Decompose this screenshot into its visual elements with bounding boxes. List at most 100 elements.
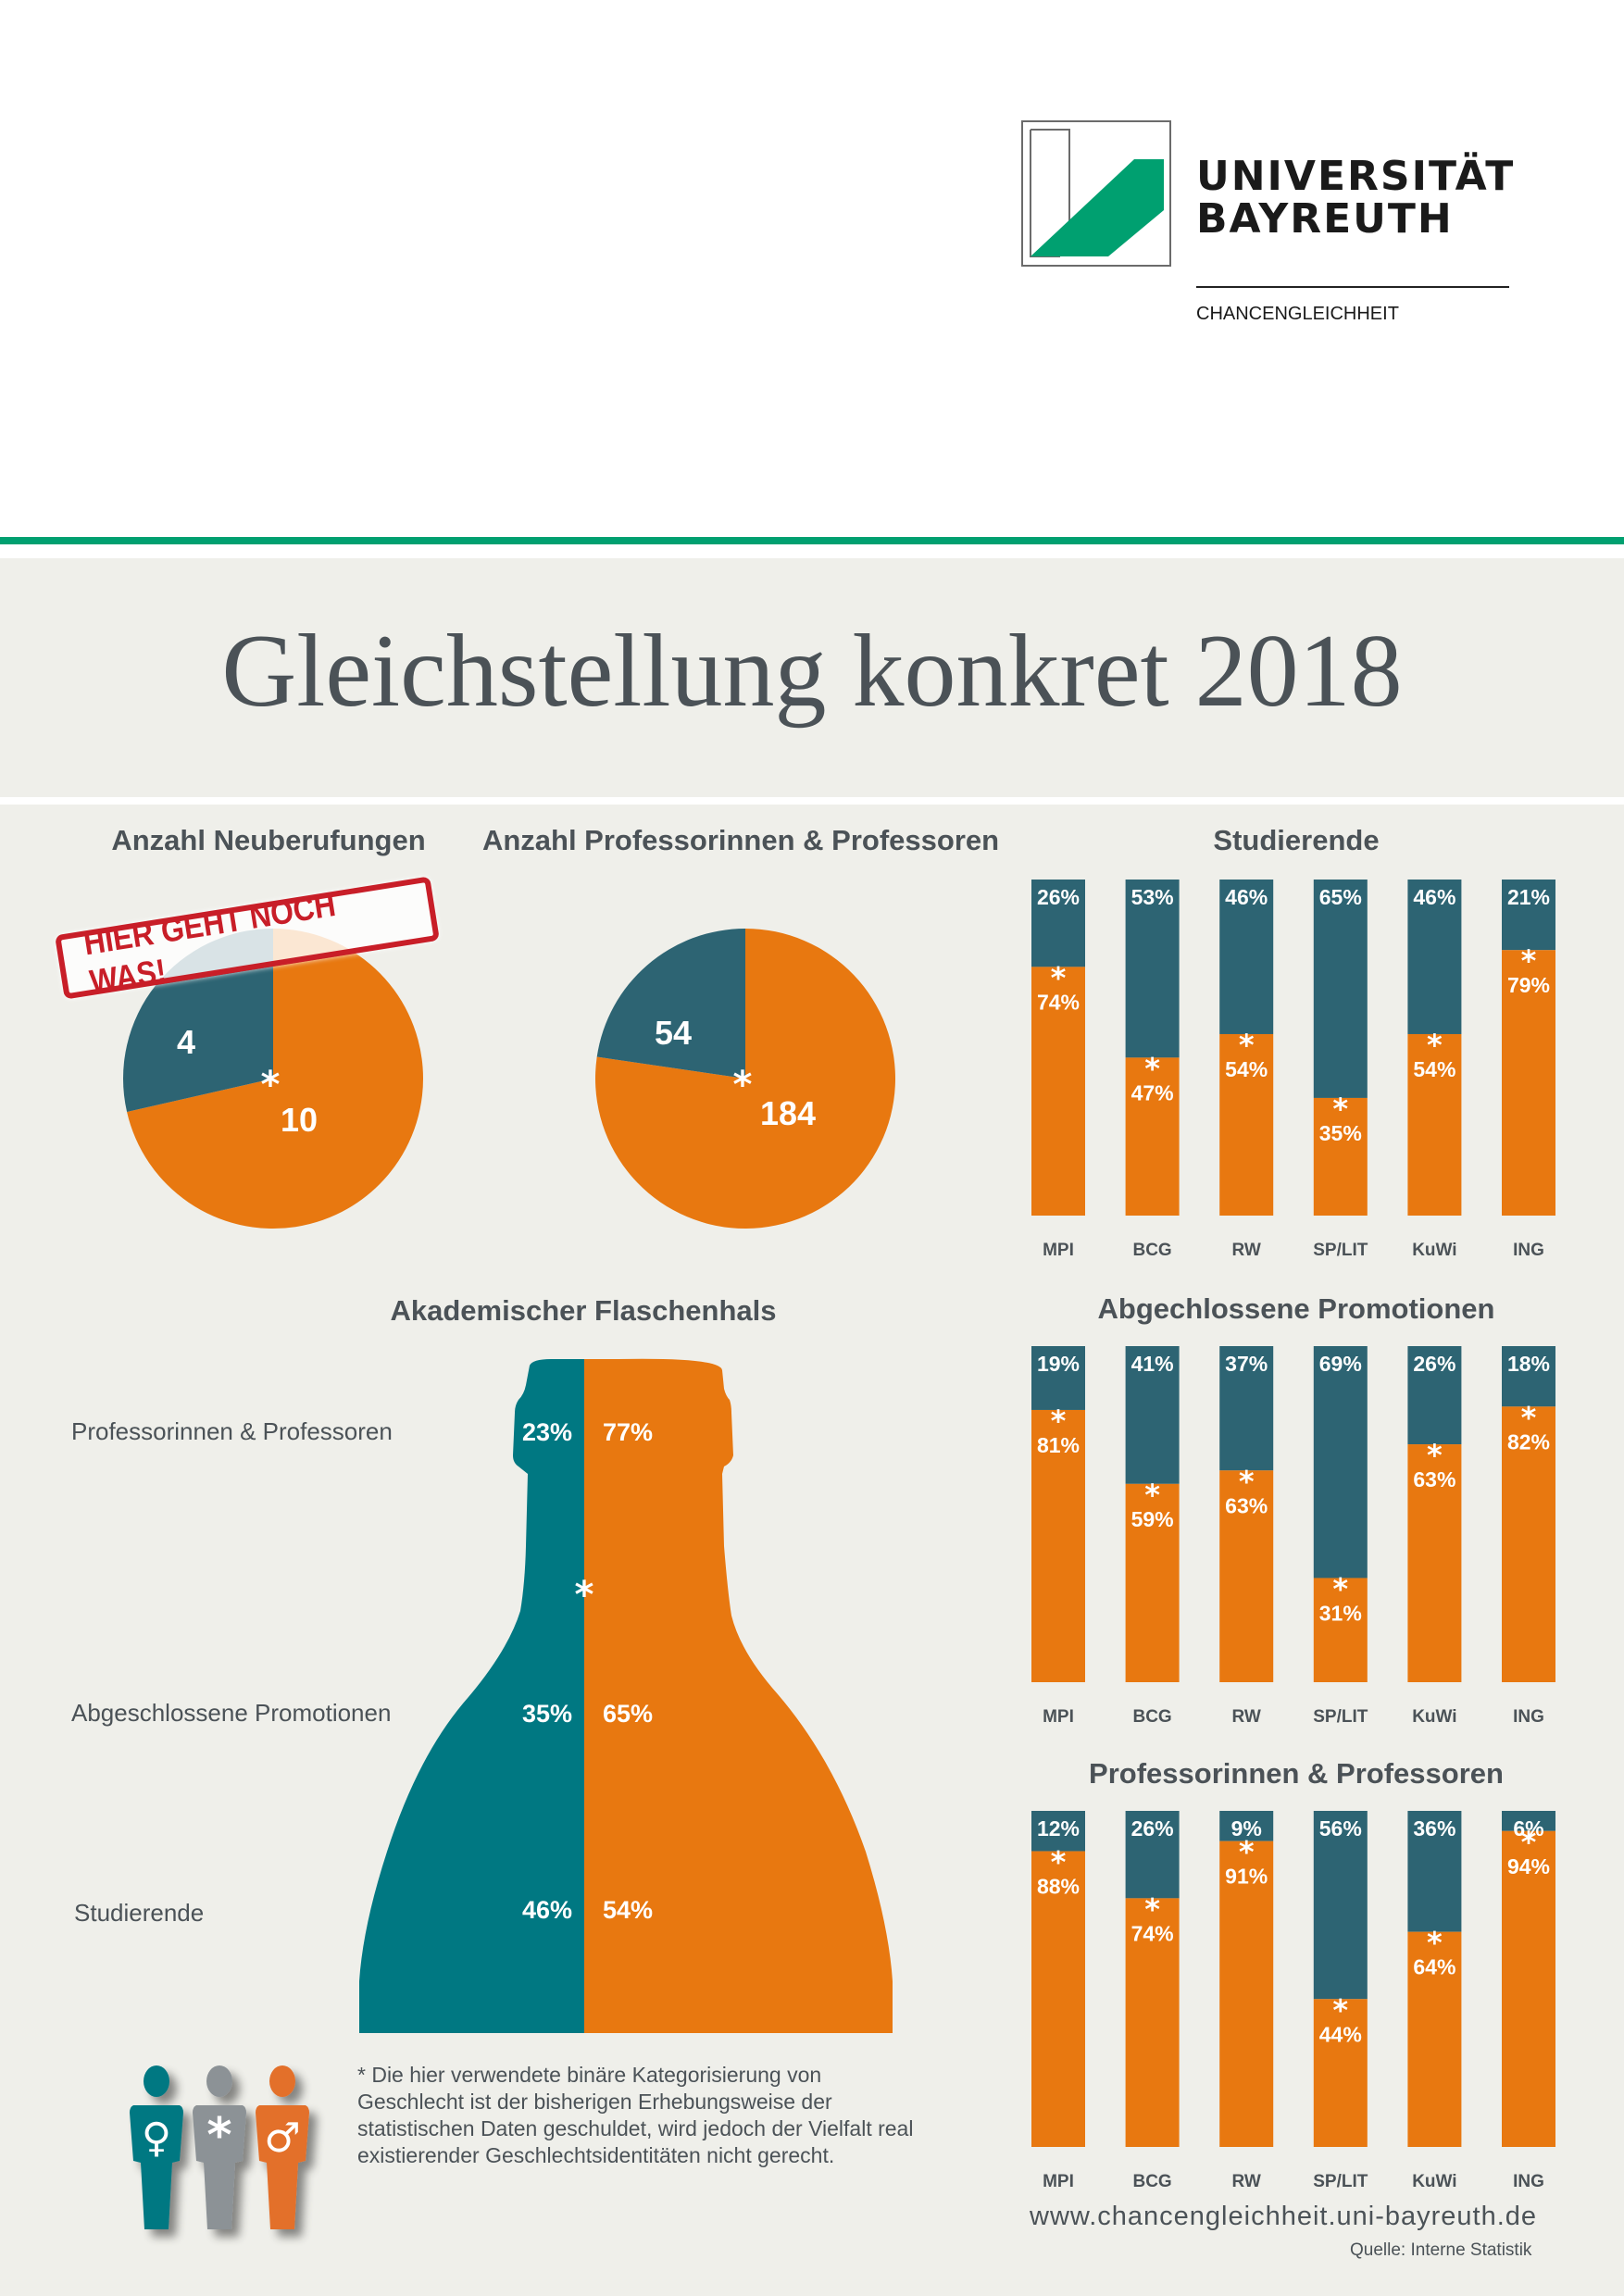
- chart-title-flaschenhals: Akademischer Flaschenhals: [390, 1294, 777, 1327]
- footnote: * Die hier verwendete binäre Kategorisie…: [357, 2063, 914, 2167]
- website-link[interactable]: www.chancengleichheit.uni-bayreuth.de: [1030, 2202, 1538, 2231]
- gender-symbol: *: [206, 2108, 231, 2164]
- bar-label-male: 64%: [1413, 1955, 1455, 1979]
- bar-segment-male: [1031, 1851, 1085, 2147]
- bottle-chart: 23% 77% 35% 65% 46% 54% *: [359, 1358, 893, 2033]
- bar-segment-male: [1219, 1841, 1274, 2147]
- male-person-icon: ♂: [256, 2065, 309, 2229]
- female-person-icon: ♀: [130, 2065, 183, 2229]
- bottle-row-label: Professorinnen & Professoren: [71, 1417, 393, 1445]
- bar-label-male: 59%: [1131, 1507, 1174, 1531]
- bar-label-male: 74%: [1131, 1921, 1174, 1945]
- bar-group: 46% *54% KuWi: [1407, 880, 1462, 1259]
- department-name: CHANCENGLEICHHEIT: [1196, 304, 1399, 324]
- bar-label-male: 79%: [1507, 973, 1550, 997]
- asterisk-marker: *: [1332, 1992, 1348, 2028]
- logo-green-band: [1031, 159, 1164, 256]
- bar-segment-male: [1031, 1409, 1085, 1682]
- bar-label-female: 26%: [1037, 885, 1080, 909]
- bar-segment-female: [1502, 880, 1555, 951]
- bar-category-label: ING: [1513, 2172, 1544, 2190]
- bar-category-label: ING: [1513, 1707, 1544, 1726]
- chart-title-studierende: Studierende: [1213, 824, 1380, 856]
- bar-segment-female: [1313, 1346, 1368, 1578]
- pie-slice-female: [122, 929, 273, 1113]
- bottle-label-male: 65%: [603, 1700, 653, 1728]
- asterisk-marker: *: [1521, 1825, 1537, 1860]
- bar-group: 19% *81% MPI: [1031, 1346, 1085, 1726]
- bar-label-female: 37%: [1225, 1352, 1268, 1376]
- bar-group: 56% *44% SP/LIT: [1313, 1811, 1368, 2190]
- asterisk-marker: *: [261, 1064, 281, 1106]
- bottle-label-female: 46%: [522, 1896, 572, 1924]
- bar-category-label: BCG: [1132, 1707, 1171, 1726]
- asterisk-marker: *: [1239, 1835, 1255, 1870]
- bar-group: 65% *35% SP/LIT: [1313, 880, 1368, 1259]
- university-name-line2: BAYREUTH: [1196, 195, 1454, 243]
- chart-title-professoren-faecher: Professorinnen & Professoren: [1089, 1757, 1504, 1790]
- bar-segment-male: [1502, 1406, 1555, 1682]
- bar-category-label: MPI: [1043, 2172, 1074, 2190]
- asterisk-marker: *: [733, 1064, 753, 1106]
- bar-label-female: 21%: [1507, 885, 1550, 909]
- gender-symbol: ♀: [142, 2115, 171, 2162]
- bar-category-label: KuWi: [1412, 1241, 1456, 1259]
- bar-segment-male: [1407, 1444, 1462, 1682]
- bar-label-female: 46%: [1413, 885, 1455, 909]
- bar-group: 37% *63% RW: [1219, 1346, 1274, 1726]
- bar-group: 12% *88% MPI: [1031, 1811, 1085, 2190]
- bar-category-label: RW: [1232, 1707, 1261, 1726]
- bar-segment-female: [1125, 880, 1180, 1058]
- bar-category-label: ING: [1513, 1241, 1544, 1259]
- bar-group: 26% *74% MPI: [1031, 880, 1085, 1259]
- bottle-label-male: 77%: [603, 1418, 653, 1446]
- bar-segment-female: [1313, 1811, 1368, 2000]
- bar-segment-male: [1313, 1578, 1368, 1682]
- bar-segment-female: [1031, 880, 1085, 967]
- bar-chart-studierende: 26%*74%MPI53%*47%BCG46%*54%RW65%*35%SP/L…: [1031, 880, 1555, 1259]
- bar-label-male: 31%: [1319, 1601, 1362, 1625]
- bar-label-male: 63%: [1413, 1467, 1455, 1491]
- bar-segment-male: [1125, 1057, 1180, 1216]
- bar-group: 6%*94% ING: [1502, 1811, 1555, 2190]
- bar-label-female: 56%: [1319, 1816, 1362, 1841]
- bar-group: 46% *54% RW: [1219, 880, 1274, 1259]
- asterisk-marker: *: [1144, 1891, 1160, 1927]
- bar-label-male: 54%: [1225, 1057, 1268, 1081]
- bar-segment-male: [1407, 1931, 1462, 2147]
- bar-category-label: MPI: [1043, 1707, 1074, 1726]
- bar-segment-female: [1313, 880, 1368, 1098]
- diverse-person-icon: *: [193, 2065, 246, 2229]
- logo-mark-icon: [1030, 129, 1164, 257]
- page-title: Gleichstellung konkret 2018: [221, 614, 1403, 729]
- bar-label-male: 82%: [1507, 1429, 1550, 1454]
- chart-title-neuberufungen: Anzahl Neuberufungen: [111, 824, 426, 856]
- pie-label-male: 184: [760, 1094, 816, 1132]
- bar-group: 26% *63% KuWi: [1407, 1346, 1462, 1726]
- chart-title-professuren: Anzahl Professorinnen & Professoren: [481, 824, 1000, 856]
- bar-chart-professoren-faecher: 12%*88%MPI26%*74%BCG9%*91%RW56%*44%SP/LI…: [1031, 1811, 1555, 2190]
- bar-group: 21% *79% ING: [1502, 880, 1555, 1259]
- asterisk-marker: *: [1332, 1571, 1348, 1606]
- bar-segment-male: [1125, 1898, 1180, 2147]
- bar-group: 26% *74% BCG: [1125, 1811, 1180, 2190]
- asterisk-marker: *: [1051, 960, 1067, 995]
- asterisk-marker: *: [1239, 1464, 1255, 1499]
- title-band: [0, 558, 1624, 797]
- asterisk-marker: *: [1521, 943, 1537, 979]
- asterisk-marker: *: [575, 1574, 594, 1616]
- bar-segment-male: [1219, 1033, 1274, 1216]
- pie-slice-female: [596, 929, 745, 1079]
- bar-group: 36% *64% KuWi: [1407, 1811, 1462, 2190]
- bar-segment-female: [1219, 1346, 1274, 1471]
- pie-slice-male: [127, 929, 423, 1229]
- bar-category-label: KuWi: [1412, 1707, 1456, 1726]
- bar-segment-female: [1031, 1346, 1085, 1410]
- bar-segment-male: [1125, 1483, 1180, 1682]
- bar-category-label: SP/LIT: [1313, 1241, 1368, 1259]
- bar-category-label: MPI: [1043, 1241, 1074, 1259]
- bar-label-male: 91%: [1225, 1865, 1268, 1889]
- bottle-row-label: Abgeschlossene Promotionen: [71, 1699, 392, 1727]
- bar-label-male: 74%: [1037, 990, 1080, 1014]
- bar-label-female: 46%: [1225, 885, 1268, 909]
